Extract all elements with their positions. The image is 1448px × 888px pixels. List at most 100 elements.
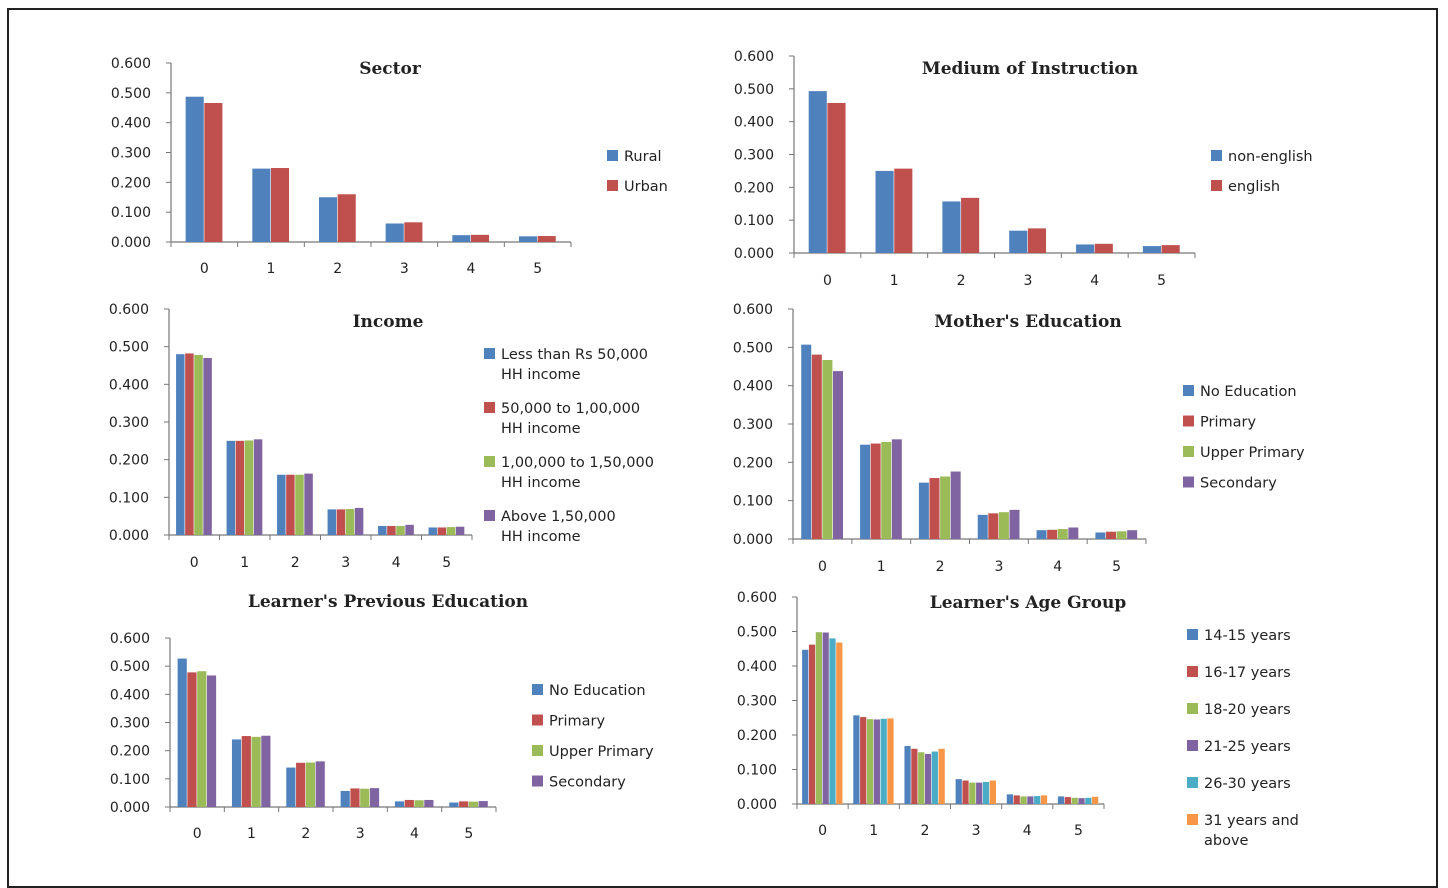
bar <box>976 782 983 804</box>
y-tick-label: 0.100 <box>111 205 151 221</box>
y-tick-label: 0.400 <box>109 377 149 393</box>
bar <box>1105 531 1116 539</box>
bar <box>1076 244 1095 253</box>
bar <box>1009 509 1020 539</box>
chart-6: Learner's Age Group 0.600 0.500 0.400 0.300 0… <box>737 590 1299 849</box>
legend-label: Above 1,50,000 HH income <box>501 509 616 545</box>
legend-label: Primary <box>549 714 605 730</box>
bar <box>887 718 894 804</box>
x-tick-label: 2 <box>957 273 966 289</box>
legend-label: 14-15 years <box>1204 628 1291 644</box>
bar <box>875 170 894 253</box>
bar <box>251 736 261 807</box>
bar <box>808 91 827 253</box>
legend-swatch <box>1183 385 1194 396</box>
y-tick-label: 0.000 <box>737 797 777 813</box>
y-tick-label: 0.300 <box>111 146 151 162</box>
legend-swatch <box>1187 629 1198 640</box>
x-tick-label: 2 <box>291 555 300 571</box>
bar <box>350 788 360 807</box>
x-tick-label: 4 <box>1023 823 1032 839</box>
legend-swatch <box>484 402 495 413</box>
bar <box>478 801 488 807</box>
x-tick-label: 4 <box>392 555 401 571</box>
y-tick-label: 0.400 <box>110 687 150 703</box>
x-tick-label: 3 <box>994 559 1003 575</box>
x-tick-label: 3 <box>341 555 350 571</box>
bar <box>1094 243 1113 253</box>
bar <box>354 507 364 535</box>
bar <box>808 644 816 804</box>
x-tick-label: 1 <box>247 826 256 842</box>
x-tick-label: 4 <box>1090 273 1099 289</box>
bar <box>404 222 423 242</box>
legend-swatch <box>1183 415 1194 427</box>
legend-label: 31 years and above <box>1204 813 1299 849</box>
bar <box>929 478 940 539</box>
y-tick-label: 0.200 <box>111 175 151 191</box>
legend-swatch <box>532 714 543 726</box>
bar <box>1009 230 1028 253</box>
x-tick-label: 3 <box>972 823 981 839</box>
bar <box>226 440 236 535</box>
legend-label: 1,00,000 to 1,50,000 HH income <box>501 455 654 491</box>
chart-1: Sector 0.600 0.500 0.400 0.300 0.200 0.100 0.00… <box>111 56 668 277</box>
bar <box>1034 796 1041 804</box>
bar <box>1057 529 1068 539</box>
bar <box>471 234 490 242</box>
x-tick-label: 5 <box>533 261 542 277</box>
chart-2: Medium of Instruction 0.600 0.500 0.400 0.30… <box>734 49 1313 289</box>
y-tick-label: 0.100 <box>737 763 777 779</box>
bar <box>904 746 911 804</box>
chart-title: Learner's Previous Education <box>248 592 528 612</box>
x-tick-label: 0 <box>818 823 827 839</box>
bar <box>891 439 902 539</box>
y-tick-label: 0.600 <box>110 631 150 647</box>
bar <box>1085 797 1092 804</box>
chart-3: Income 0.600 0.500 0.400 0.300 0.200 0.100 0.00… <box>109 302 654 571</box>
x-tick-label: 5 <box>464 826 473 842</box>
bar <box>833 371 843 539</box>
legend-swatch <box>1187 703 1198 714</box>
bar <box>378 525 387 535</box>
bar <box>455 526 465 535</box>
bar <box>235 440 245 535</box>
bar <box>468 801 479 807</box>
legend-swatch <box>532 684 543 695</box>
bar <box>836 642 843 804</box>
bar <box>424 799 434 807</box>
x-tick-label: 2 <box>333 261 342 277</box>
bar <box>414 800 424 807</box>
x-tick-label: 2 <box>301 826 310 842</box>
legend-swatch <box>484 456 495 467</box>
bar <box>918 752 925 804</box>
bar <box>811 354 822 539</box>
bar <box>880 718 887 804</box>
bar <box>519 236 538 242</box>
bar <box>185 96 204 242</box>
legend-swatch <box>607 150 618 161</box>
bar <box>385 223 404 242</box>
y-tick-label: 0.400 <box>111 116 151 132</box>
y-tick-label: 0.500 <box>737 625 777 641</box>
x-tick-label: 0 <box>193 826 202 842</box>
bar <box>940 476 951 539</box>
bar <box>924 753 932 804</box>
legend-label: 18-20 years <box>1204 702 1291 718</box>
y-tick-label: 0.100 <box>110 772 150 788</box>
bar <box>1027 228 1047 253</box>
y-tick-label: 0.600 <box>734 49 774 65</box>
bar <box>860 444 871 539</box>
bar <box>336 509 346 535</box>
y-tick-label: 0.200 <box>110 744 150 760</box>
bar <box>271 168 290 242</box>
y-tick-label: 0.100 <box>733 494 773 510</box>
bar <box>822 359 833 539</box>
bar <box>396 525 405 535</box>
legend-label: Secondary <box>549 775 626 791</box>
x-tick-label: 5 <box>442 555 451 571</box>
chart-4: Mother's Education 0.600 0.500 0.400 0.300 0.… <box>733 302 1305 575</box>
bar <box>206 675 217 807</box>
bar <box>801 344 812 539</box>
bar <box>853 715 860 804</box>
